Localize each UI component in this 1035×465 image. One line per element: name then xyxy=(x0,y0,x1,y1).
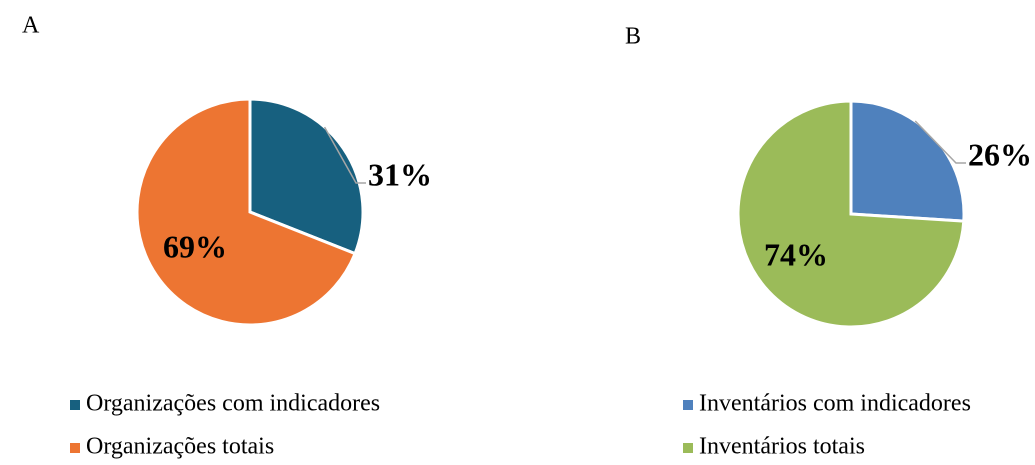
leader-line xyxy=(323,126,366,184)
data-label: 31% xyxy=(368,156,432,192)
pie-slice xyxy=(248,97,365,256)
chart-title: A xyxy=(22,13,40,39)
chart-title: B xyxy=(625,24,641,50)
data-label: 26% xyxy=(968,136,1032,172)
pie-slice xyxy=(736,99,966,329)
legend-label: Inventários com indicadores xyxy=(699,391,971,417)
legend-label: Inventários totais xyxy=(699,434,865,460)
legend-label: Organizações com indicadores xyxy=(86,391,380,417)
data-label: 69% xyxy=(163,228,227,264)
pie-slice xyxy=(135,97,358,327)
legend-swatch xyxy=(70,400,80,410)
legend-swatch xyxy=(683,400,693,410)
pie-slice xyxy=(849,99,966,223)
legend-swatch xyxy=(70,443,80,453)
leader-line xyxy=(914,120,966,164)
legend-swatch xyxy=(683,443,693,453)
legend-label: Organizações totais xyxy=(86,434,274,460)
data-label: 74% xyxy=(764,236,828,272)
